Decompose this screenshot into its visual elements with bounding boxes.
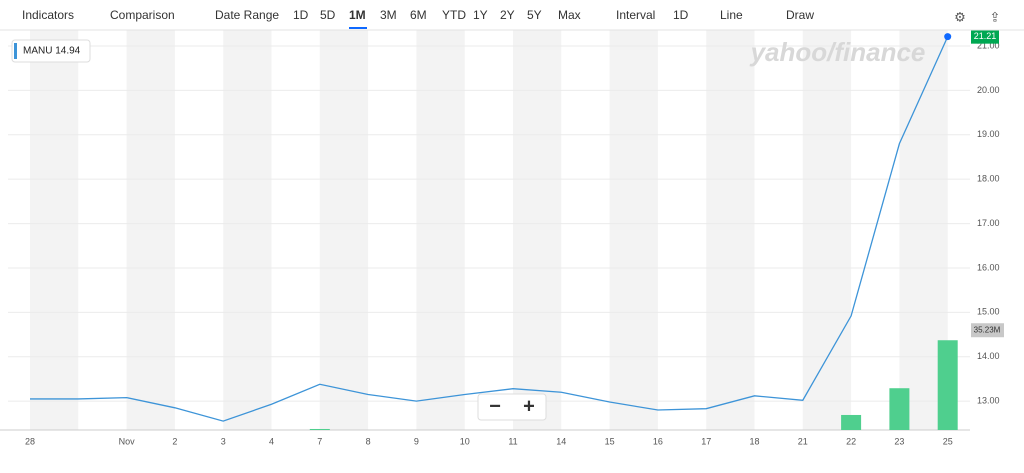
toolbar-item[interactable]: 2Y [500,8,515,22]
share-icon[interactable]: ⇪ [990,9,1001,24]
price-line [30,36,949,422]
x-tick-label: 23 [894,436,904,446]
last-price-label: 21.21 [974,31,997,41]
last-point [944,33,952,41]
x-tick-label: 10 [460,436,470,446]
toolbar-item[interactable]: Interval [616,8,655,22]
legend-swatch [14,43,17,59]
column-band [126,30,175,430]
toolbar-item[interactable]: 1M [349,8,366,22]
column-band [513,30,562,430]
volume-bar [889,388,910,430]
column-band [416,30,465,430]
y-tick-label: 14.00 [977,351,1000,361]
toolbar: Indicators Comparison Date Range 1D 5D 1M 3M 6M… [22,8,814,29]
watermark: yahoo/finance [749,37,926,67]
x-tick-label: 16 [653,436,663,446]
column-band [609,30,658,430]
toolbar-item[interactable]: 5D [320,8,336,22]
x-tick-label: 7 [317,436,322,446]
toolbar-item[interactable]: YTD [442,8,466,22]
toolbar-item[interactable]: Draw [786,8,814,22]
volume-label: 35.23M [974,325,1001,334]
x-tick-label: 9 [414,436,419,446]
y-tick-label: 20.00 [977,85,1000,95]
column-band [319,30,369,430]
toolbar-item[interactable]: 1Y [473,8,488,22]
x-tick-label: Nov [119,436,136,446]
column-band [706,30,755,430]
y-tick-label: 19.00 [977,129,1000,139]
volume-bar [841,414,862,430]
zoom-in[interactable]: + [523,395,535,417]
x-tick-label: 17 [701,436,711,446]
toolbar-item[interactable]: Indicators [22,8,74,22]
toolbar-item[interactable]: Line [720,8,743,22]
volume-bar [309,428,330,430]
column-band [30,30,79,430]
x-tick-label: 25 [943,436,953,446]
toolbar-item[interactable]: Max [558,8,581,22]
x-tick-label: 14 [556,436,566,446]
toolbar-item[interactable]: Comparison [110,8,175,22]
toolbar-item[interactable]: 1D [673,8,689,22]
y-tick-label: 16.00 [977,262,1000,272]
x-tick-label: 15 [605,436,615,446]
volume-label-box [971,323,1004,338]
column-band [802,30,852,430]
plot: 13.00 14.00 15.00 16.00 17.00 18.00 19.00 20.00… [0,29,1004,446]
toolbar-item[interactable]: Date Range [215,8,279,22]
y-tick-label: 21.00 [977,40,1000,50]
column-band [223,30,272,430]
legend-box [11,39,91,63]
zoom-out[interactable]: − [489,395,501,417]
y-tick-label: 18.00 [977,174,1000,184]
legend: MANU 14.94 [23,46,81,57]
settings-icon[interactable]: ⚙ [954,9,966,24]
toolbar-item[interactable]: 1D [293,8,309,22]
x-tick-label: 18 [749,436,759,446]
y-tick-label: 15.00 [977,307,1000,317]
volume-bar [937,340,958,430]
y-tick-label: 17.00 [977,218,1000,228]
x-tick-label: 2 [172,436,177,446]
x-tick-label: 22 [846,436,856,446]
x-tick-label: 28 [25,436,35,446]
x-tick-label: 11 [508,436,517,446]
x-tick-label: 4 [269,436,274,446]
y-tick-label: 13.00 [977,396,1000,406]
x-tick-label: 8 [366,436,371,446]
last-price-box [971,29,999,44]
zoom-controls [477,393,547,421]
toolbar-item[interactable]: 6M [410,8,427,22]
x-tick-label: 21 [798,436,808,446]
toolbar-item[interactable]: 5Y [527,8,542,22]
x-tick-label: 3 [221,436,226,446]
toolbar-item[interactable]: 3M [380,8,397,22]
